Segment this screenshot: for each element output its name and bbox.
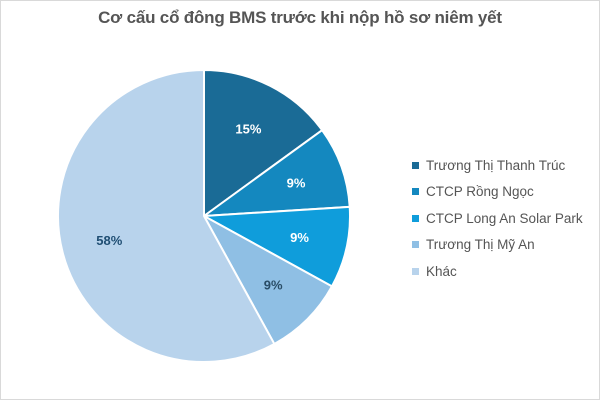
legend-swatch-0 [412, 161, 419, 169]
pie-slice-4 [57, 68, 276, 363]
legend-label-4: Khác [426, 263, 457, 279]
legend-swatch-2 [412, 214, 419, 222]
slice-label-3: 9% [264, 278, 283, 293]
slice-label-4: 58% [96, 233, 122, 248]
slice-label-2: 9% [290, 230, 309, 245]
pie-slice-2 [200, 205, 351, 288]
slice-label-0: 15% [235, 121, 261, 136]
legend-item-0: Trương Thị Thanh Trúc [412, 152, 583, 179]
pie-slice-3 [201, 213, 334, 346]
legend-item-1: CTCP Rồng Ngọc [412, 179, 583, 206]
legend-swatch-4 [412, 267, 419, 275]
legend-label-0: Trương Thị Thanh Trúc [426, 157, 566, 173]
legend-swatch-3 [412, 241, 419, 249]
legend-label-1: CTCP Rồng Ngọc [426, 184, 534, 200]
pie-slice-0 [203, 68, 324, 218]
legend-swatch-1 [412, 188, 419, 196]
legend-item-4: Khác [412, 258, 583, 285]
legend-item-3: Trương Thị Mỹ An [412, 232, 583, 259]
legend-label-2: CTCP Long An Solar Park [426, 210, 583, 226]
legend-item-2: CTCP Long An Solar Park [412, 205, 583, 232]
slice-label-1: 9% [287, 175, 306, 190]
legend-label-3: Trương Thị Mỹ An [426, 237, 535, 253]
pie-slice-1 [200, 128, 351, 218]
chart-title: Cơ cấu cổ đông BMS trước khi nộp hồ sơ n… [98, 8, 502, 27]
legend: Trương Thị Thanh Trúc CTCP Rồng Ngọc CTCP … [412, 152, 583, 285]
